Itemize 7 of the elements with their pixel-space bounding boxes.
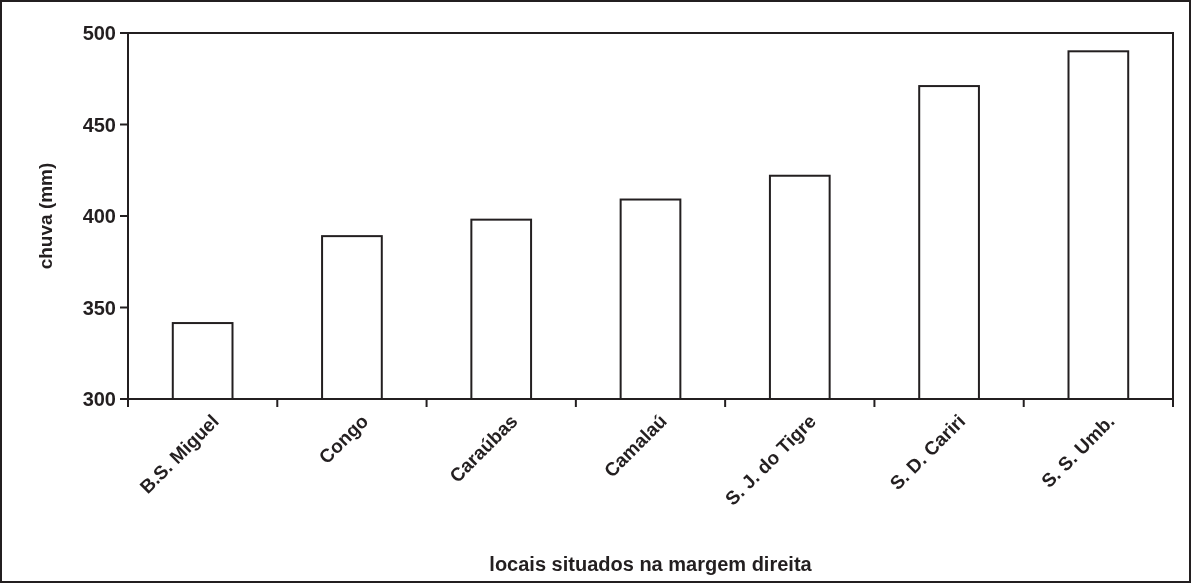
x-axis-title: locais situados na margem direita [489, 553, 813, 575]
y-tick-label: 350 [82, 296, 116, 319]
y-axis-title: chuva (mm) [35, 162, 56, 270]
y-tick-label: 300 [82, 388, 116, 410]
y-tick-label: 450 [82, 113, 116, 136]
y-tick-label: 500 [82, 22, 116, 44]
y-tick-label: 400 [82, 205, 116, 227]
